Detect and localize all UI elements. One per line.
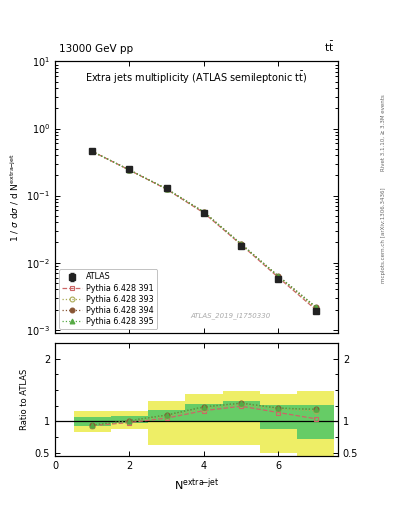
X-axis label: N$^{\mathsf{extra\!\!-\!\!jet}}$: N$^{\mathsf{extra\!\!-\!\!jet}}$ (174, 476, 219, 493)
Pythia 6.428 391 (164, 186, 169, 193)
Pythia 6.428 394 (127, 167, 132, 173)
Pythia 6.428 394 (90, 148, 95, 155)
Line: Pythia 6.428 391: Pythia 6.428 391 (90, 149, 318, 312)
Pythia 6.428 391 (239, 242, 244, 248)
Pythia 6.428 393 (313, 305, 318, 311)
Y-axis label: Ratio to ATLAS: Ratio to ATLAS (20, 369, 29, 430)
Legend: ATLAS, Pythia 6.428 391, Pythia 6.428 393, Pythia 6.428 394, Pythia 6.428 395: ATLAS, Pythia 6.428 391, Pythia 6.428 39… (59, 269, 158, 329)
Text: mcplots.cern.ch [arXiv:1306.3436]: mcplots.cern.ch [arXiv:1306.3436] (381, 188, 386, 283)
Pythia 6.428 395 (164, 186, 169, 192)
Pythia 6.428 391 (90, 148, 95, 155)
Pythia 6.428 394 (202, 209, 206, 215)
Pythia 6.428 393 (276, 273, 281, 280)
Pythia 6.428 395 (127, 167, 132, 173)
Pythia 6.428 393 (202, 209, 206, 216)
Pythia 6.428 395 (313, 304, 318, 310)
Pythia 6.428 394 (164, 186, 169, 192)
Text: ATLAS_2019_I1750330: ATLAS_2019_I1750330 (190, 312, 270, 319)
Pythia 6.428 393 (90, 148, 95, 155)
Text: Rivet 3.1.10, ≥ 3.3M events: Rivet 3.1.10, ≥ 3.3M events (381, 95, 386, 172)
Line: Pythia 6.428 393: Pythia 6.428 393 (90, 149, 318, 311)
Pythia 6.428 391 (276, 274, 281, 281)
Pythia 6.428 395 (276, 273, 281, 279)
Pythia 6.428 395 (90, 148, 95, 155)
Pythia 6.428 394 (276, 273, 281, 279)
Pythia 6.428 393 (239, 241, 244, 247)
Text: $\mathrm{t\bar{t}}$: $\mathrm{t\bar{t}}$ (324, 39, 334, 54)
Pythia 6.428 391 (127, 167, 132, 173)
Line: Pythia 6.428 394: Pythia 6.428 394 (90, 149, 318, 309)
Pythia 6.428 395 (202, 209, 206, 215)
Pythia 6.428 393 (127, 167, 132, 173)
Pythia 6.428 391 (313, 307, 318, 313)
Pythia 6.428 394 (239, 241, 244, 247)
Pythia 6.428 394 (313, 304, 318, 310)
Pythia 6.428 393 (164, 186, 169, 192)
Text: 13000 GeV pp: 13000 GeV pp (59, 44, 133, 54)
Pythia 6.428 395 (239, 241, 244, 247)
Pythia 6.428 391 (202, 210, 206, 216)
Text: Extra jets multiplicity (ATLAS semileptonic t$\bar{\mathsf{t}}$): Extra jets multiplicity (ATLAS semilepto… (85, 70, 308, 86)
Line: Pythia 6.428 395: Pythia 6.428 395 (90, 149, 318, 309)
Y-axis label: 1 / $\sigma$ d$\sigma$ / d N$^{\mathsf{extra\!\!-\!\!jet}}$: 1 / $\sigma$ d$\sigma$ / d N$^{\mathsf{e… (8, 153, 20, 242)
